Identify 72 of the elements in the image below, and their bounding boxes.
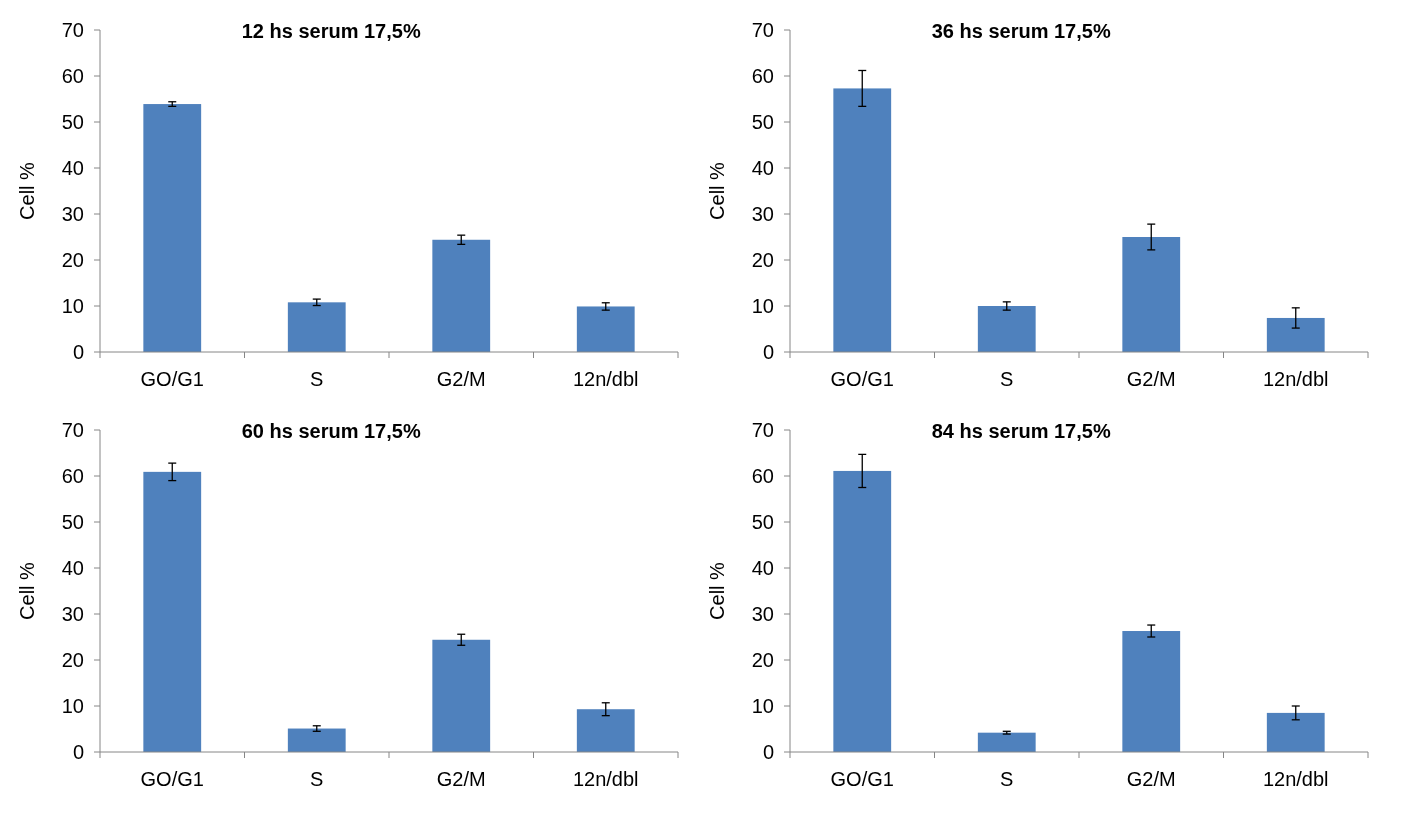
y-tick-label: 20 [61, 649, 84, 671]
bar [143, 471, 202, 752]
y-axis-title: Cell % [706, 161, 728, 220]
y-tick-label: 50 [61, 111, 84, 133]
y-tick-label: 60 [61, 65, 84, 87]
y-tick-label: 20 [751, 249, 774, 271]
y-tick-label: 40 [61, 557, 84, 579]
y-tick-label: 10 [61, 295, 84, 317]
bar [1266, 712, 1325, 752]
chart-title: 36 hs serum 17,5% [931, 20, 1111, 42]
x-tick-label: GO/G1 [830, 768, 894, 790]
x-tick-label: S [310, 368, 324, 390]
bar [576, 709, 635, 752]
y-axis-title: Cell % [706, 561, 728, 620]
y-tick-label: 40 [61, 157, 84, 179]
y-tick-label: 30 [61, 603, 84, 625]
x-tick-label: G2/M [436, 368, 486, 390]
bar [1266, 317, 1325, 352]
y-tick-label: 10 [61, 695, 84, 717]
bar [432, 639, 491, 752]
y-tick-label: 60 [751, 65, 774, 87]
x-tick-label: 12n/dbl [572, 768, 639, 790]
y-tick-label: 10 [751, 295, 774, 317]
bar [287, 302, 346, 352]
y-tick-label: 30 [61, 203, 84, 225]
y-tick-label: 40 [751, 157, 774, 179]
bar [1122, 631, 1181, 752]
y-tick-label: 70 [61, 19, 84, 41]
y-tick-label: 0 [72, 341, 84, 363]
chart-title: 60 hs serum 17,5% [241, 420, 421, 442]
x-tick-label: GO/G1 [140, 768, 204, 790]
x-tick-label: 12n/dbl [1262, 368, 1329, 390]
y-tick-label: 0 [762, 741, 774, 763]
bar [143, 104, 202, 352]
bar [833, 470, 892, 752]
bar [287, 728, 346, 752]
y-tick-label: 20 [751, 649, 774, 671]
x-tick-label: S [1000, 768, 1014, 790]
y-tick-label: 50 [751, 511, 774, 533]
chart-title: 84 hs serum 17,5% [931, 420, 1111, 442]
y-tick-label: 60 [61, 465, 84, 487]
y-axis-title: Cell % [16, 161, 38, 220]
y-tick-label: 70 [61, 419, 84, 441]
x-tick-label: GO/G1 [140, 368, 204, 390]
y-tick-label: 0 [72, 741, 84, 763]
bar [576, 306, 635, 352]
bar [432, 239, 491, 352]
bar [833, 88, 892, 352]
x-tick-label: S [310, 768, 324, 790]
y-tick-label: 60 [751, 465, 774, 487]
y-axis-title: Cell % [16, 561, 38, 620]
x-tick-label: 12n/dbl [1262, 768, 1329, 790]
x-tick-label: 12n/dbl [572, 368, 639, 390]
y-tick-label: 50 [751, 111, 774, 133]
x-tick-label: G2/M [436, 768, 486, 790]
y-tick-label: 30 [751, 603, 774, 625]
bar [977, 732, 1036, 752]
bar [1122, 237, 1181, 352]
y-tick-label: 10 [751, 695, 774, 717]
x-tick-label: GO/G1 [830, 368, 894, 390]
y-tick-label: 40 [751, 557, 774, 579]
y-tick-label: 70 [751, 19, 774, 41]
x-tick-label: G2/M [1126, 768, 1176, 790]
y-tick-label: 20 [61, 249, 84, 271]
bar [977, 306, 1036, 352]
y-tick-label: 30 [751, 203, 774, 225]
x-tick-label: S [1000, 368, 1014, 390]
y-tick-label: 0 [762, 341, 774, 363]
y-tick-label: 50 [61, 511, 84, 533]
x-tick-label: G2/M [1126, 368, 1176, 390]
y-tick-label: 70 [751, 419, 774, 441]
chart-title: 12 hs serum 17,5% [241, 20, 421, 42]
